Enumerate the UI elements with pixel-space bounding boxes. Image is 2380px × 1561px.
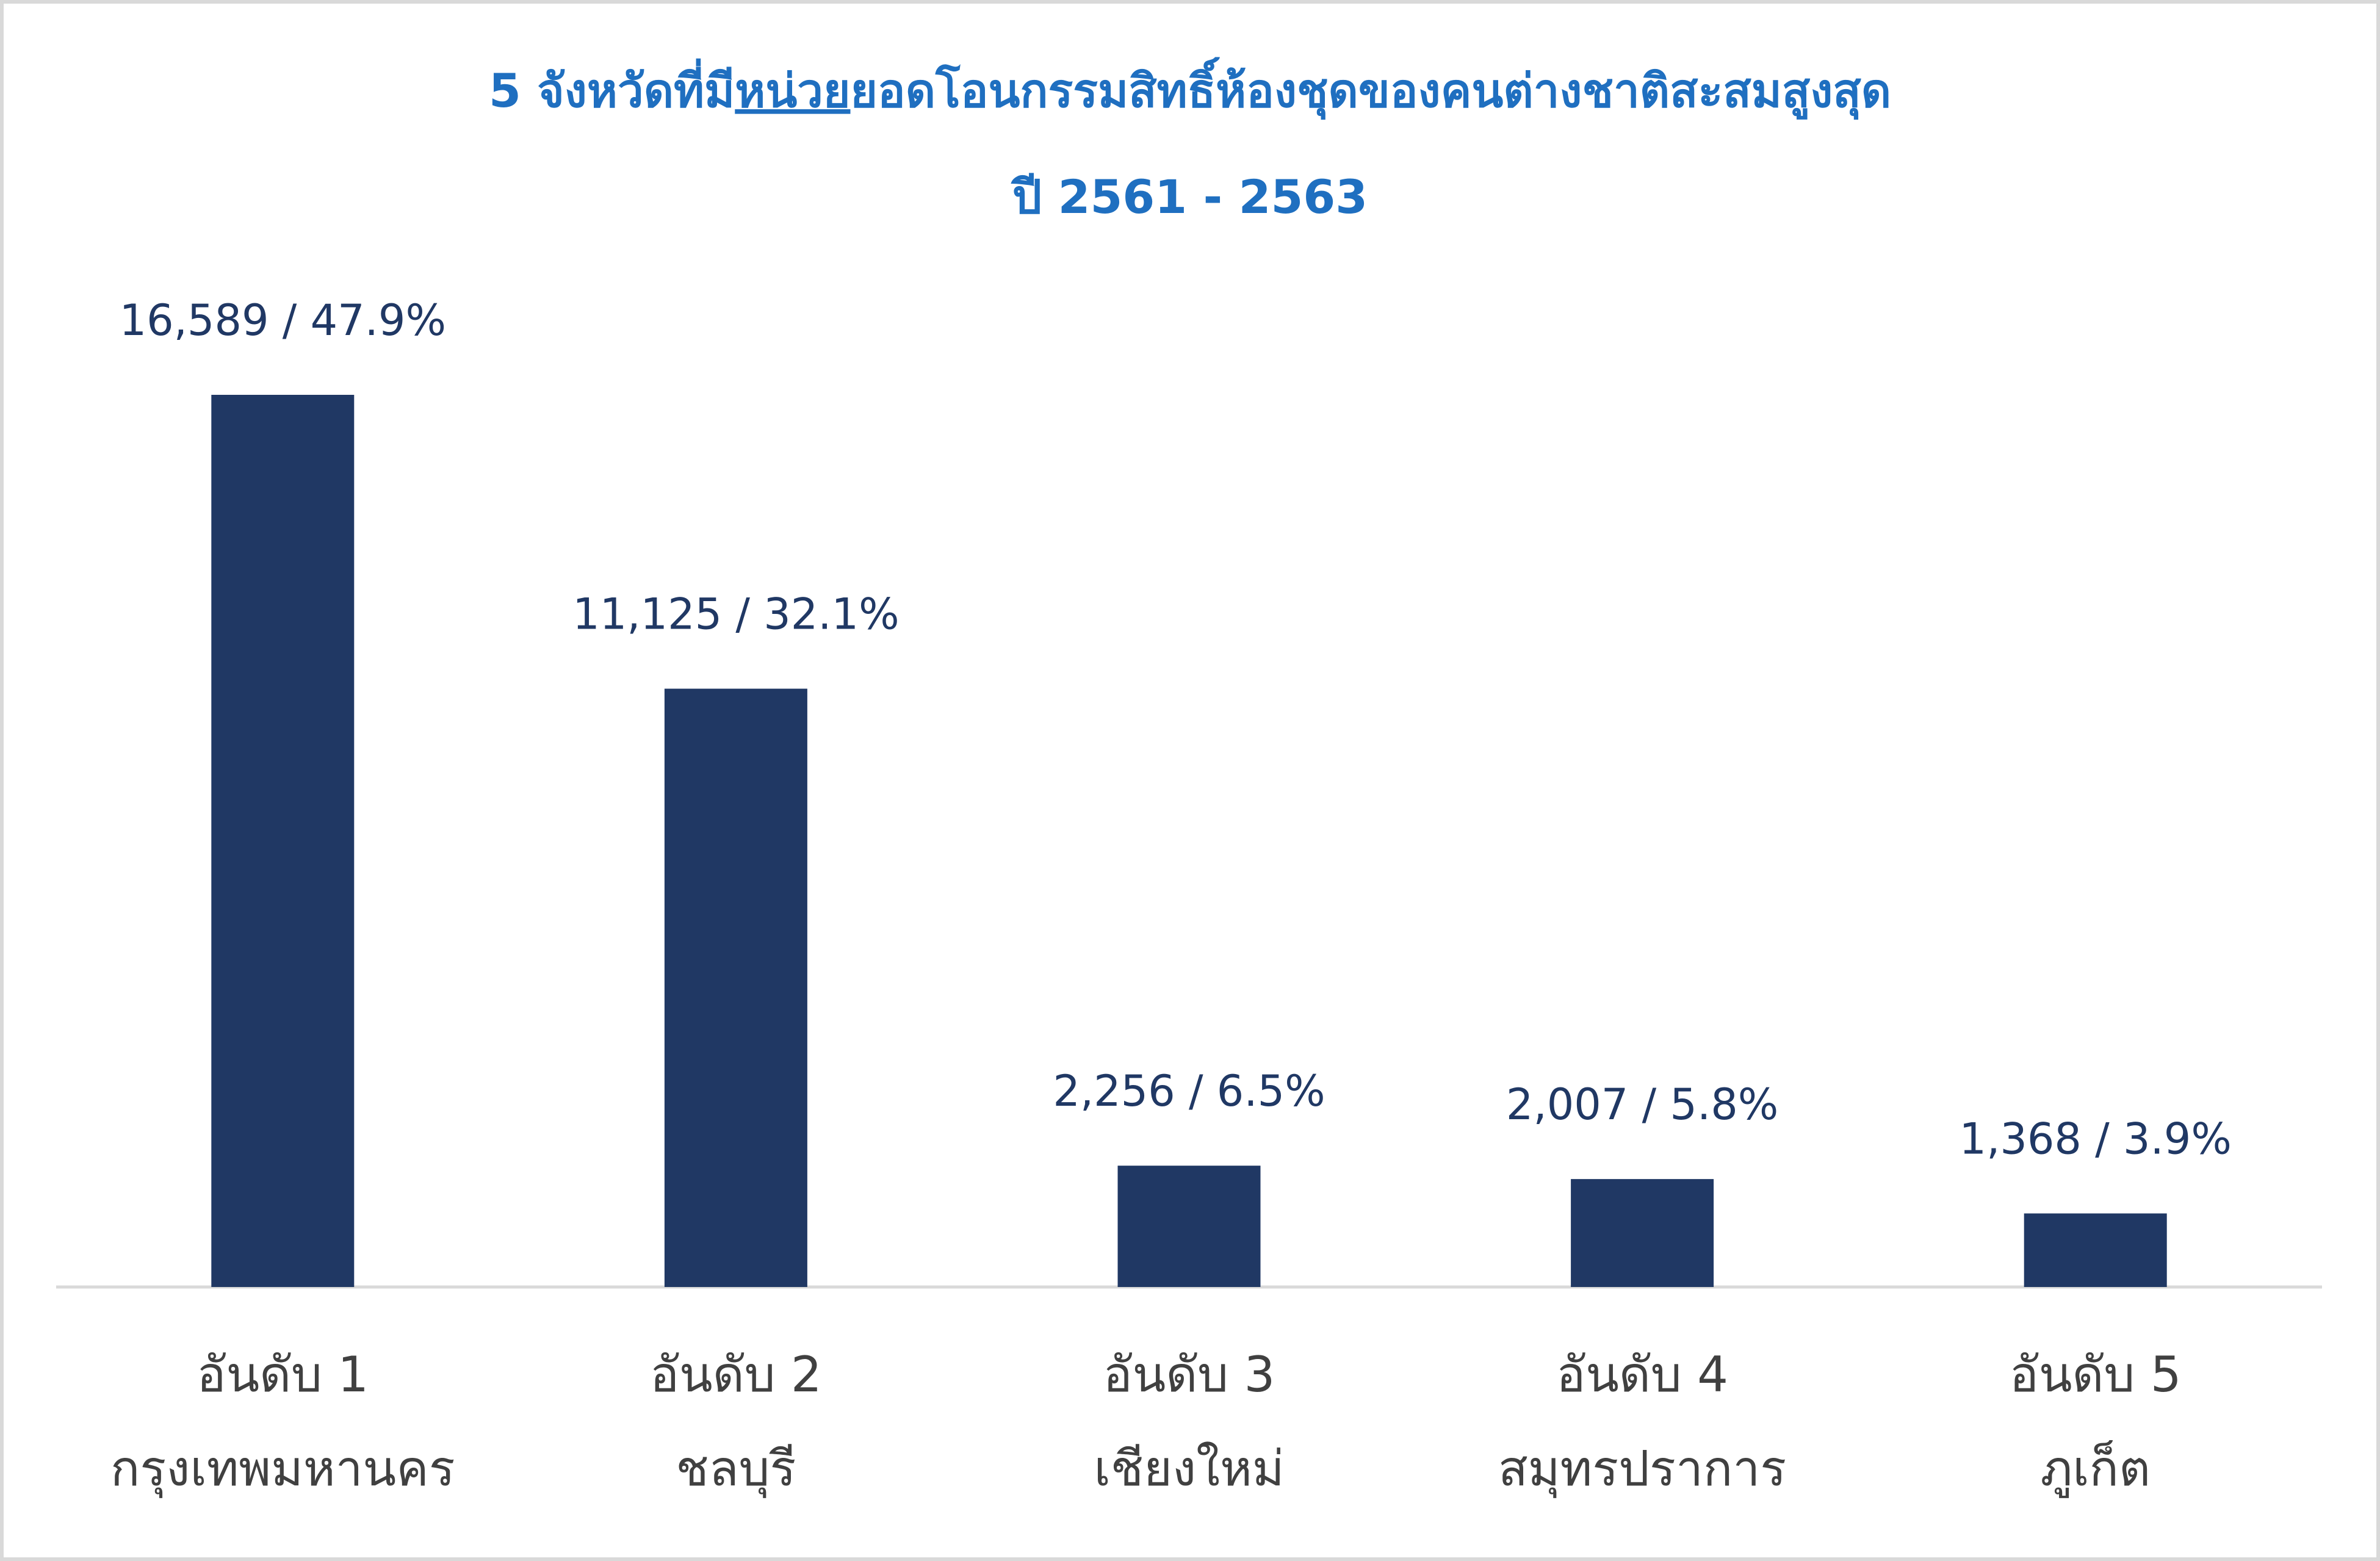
value-label: 1,368 / 3.9% bbox=[1960, 1114, 2232, 1164]
chart-subtitle: ปี 2561 - 2563 bbox=[1011, 170, 1368, 224]
bar bbox=[1571, 1179, 1714, 1287]
value-label: 16,589 / 47.9% bbox=[120, 295, 446, 345]
x-tick-label: สมุทรปราการ bbox=[1498, 1440, 1786, 1498]
x-tick-label: ชลบุรี bbox=[676, 1440, 796, 1498]
value-label: 11,125 / 32.1% bbox=[572, 589, 899, 640]
chart-title: 5 จังหวัดที่มีหน่วยยอดโอนกรรมสิทธิ์ห้องช… bbox=[489, 57, 1891, 120]
title-part: 5 จังหวัดที่มี bbox=[489, 58, 735, 118]
value-label: 2,007 / 5.8% bbox=[1506, 1080, 1778, 1130]
bar bbox=[2024, 1213, 2167, 1287]
x-tick-label: อันดับ 2 bbox=[650, 1346, 822, 1403]
x-tick-label: เชียงใหม่ bbox=[1094, 1440, 1284, 1497]
x-tick-label: กรุงเทพมหานคร bbox=[110, 1440, 455, 1498]
bar bbox=[1117, 1166, 1261, 1287]
x-tick-label: อันดับ 1 bbox=[197, 1346, 369, 1403]
x-tick-label: อันดับ 3 bbox=[1103, 1346, 1275, 1403]
value-label: 2,256 / 6.5% bbox=[1053, 1066, 1325, 1116]
title-part: ยอดโอนกรรมสิทธิ์ห้องชุดของคนต่างชาติสะสม… bbox=[851, 57, 1892, 120]
x-tick-label: อันดับ 5 bbox=[2010, 1346, 2182, 1403]
x-tick-label: อันดับ 4 bbox=[1556, 1346, 1728, 1403]
bar bbox=[211, 395, 355, 1287]
bar bbox=[664, 688, 807, 1287]
title-part: หน่วย bbox=[735, 63, 850, 118]
x-tick-label: ภูเก็ต bbox=[2040, 1440, 2150, 1498]
